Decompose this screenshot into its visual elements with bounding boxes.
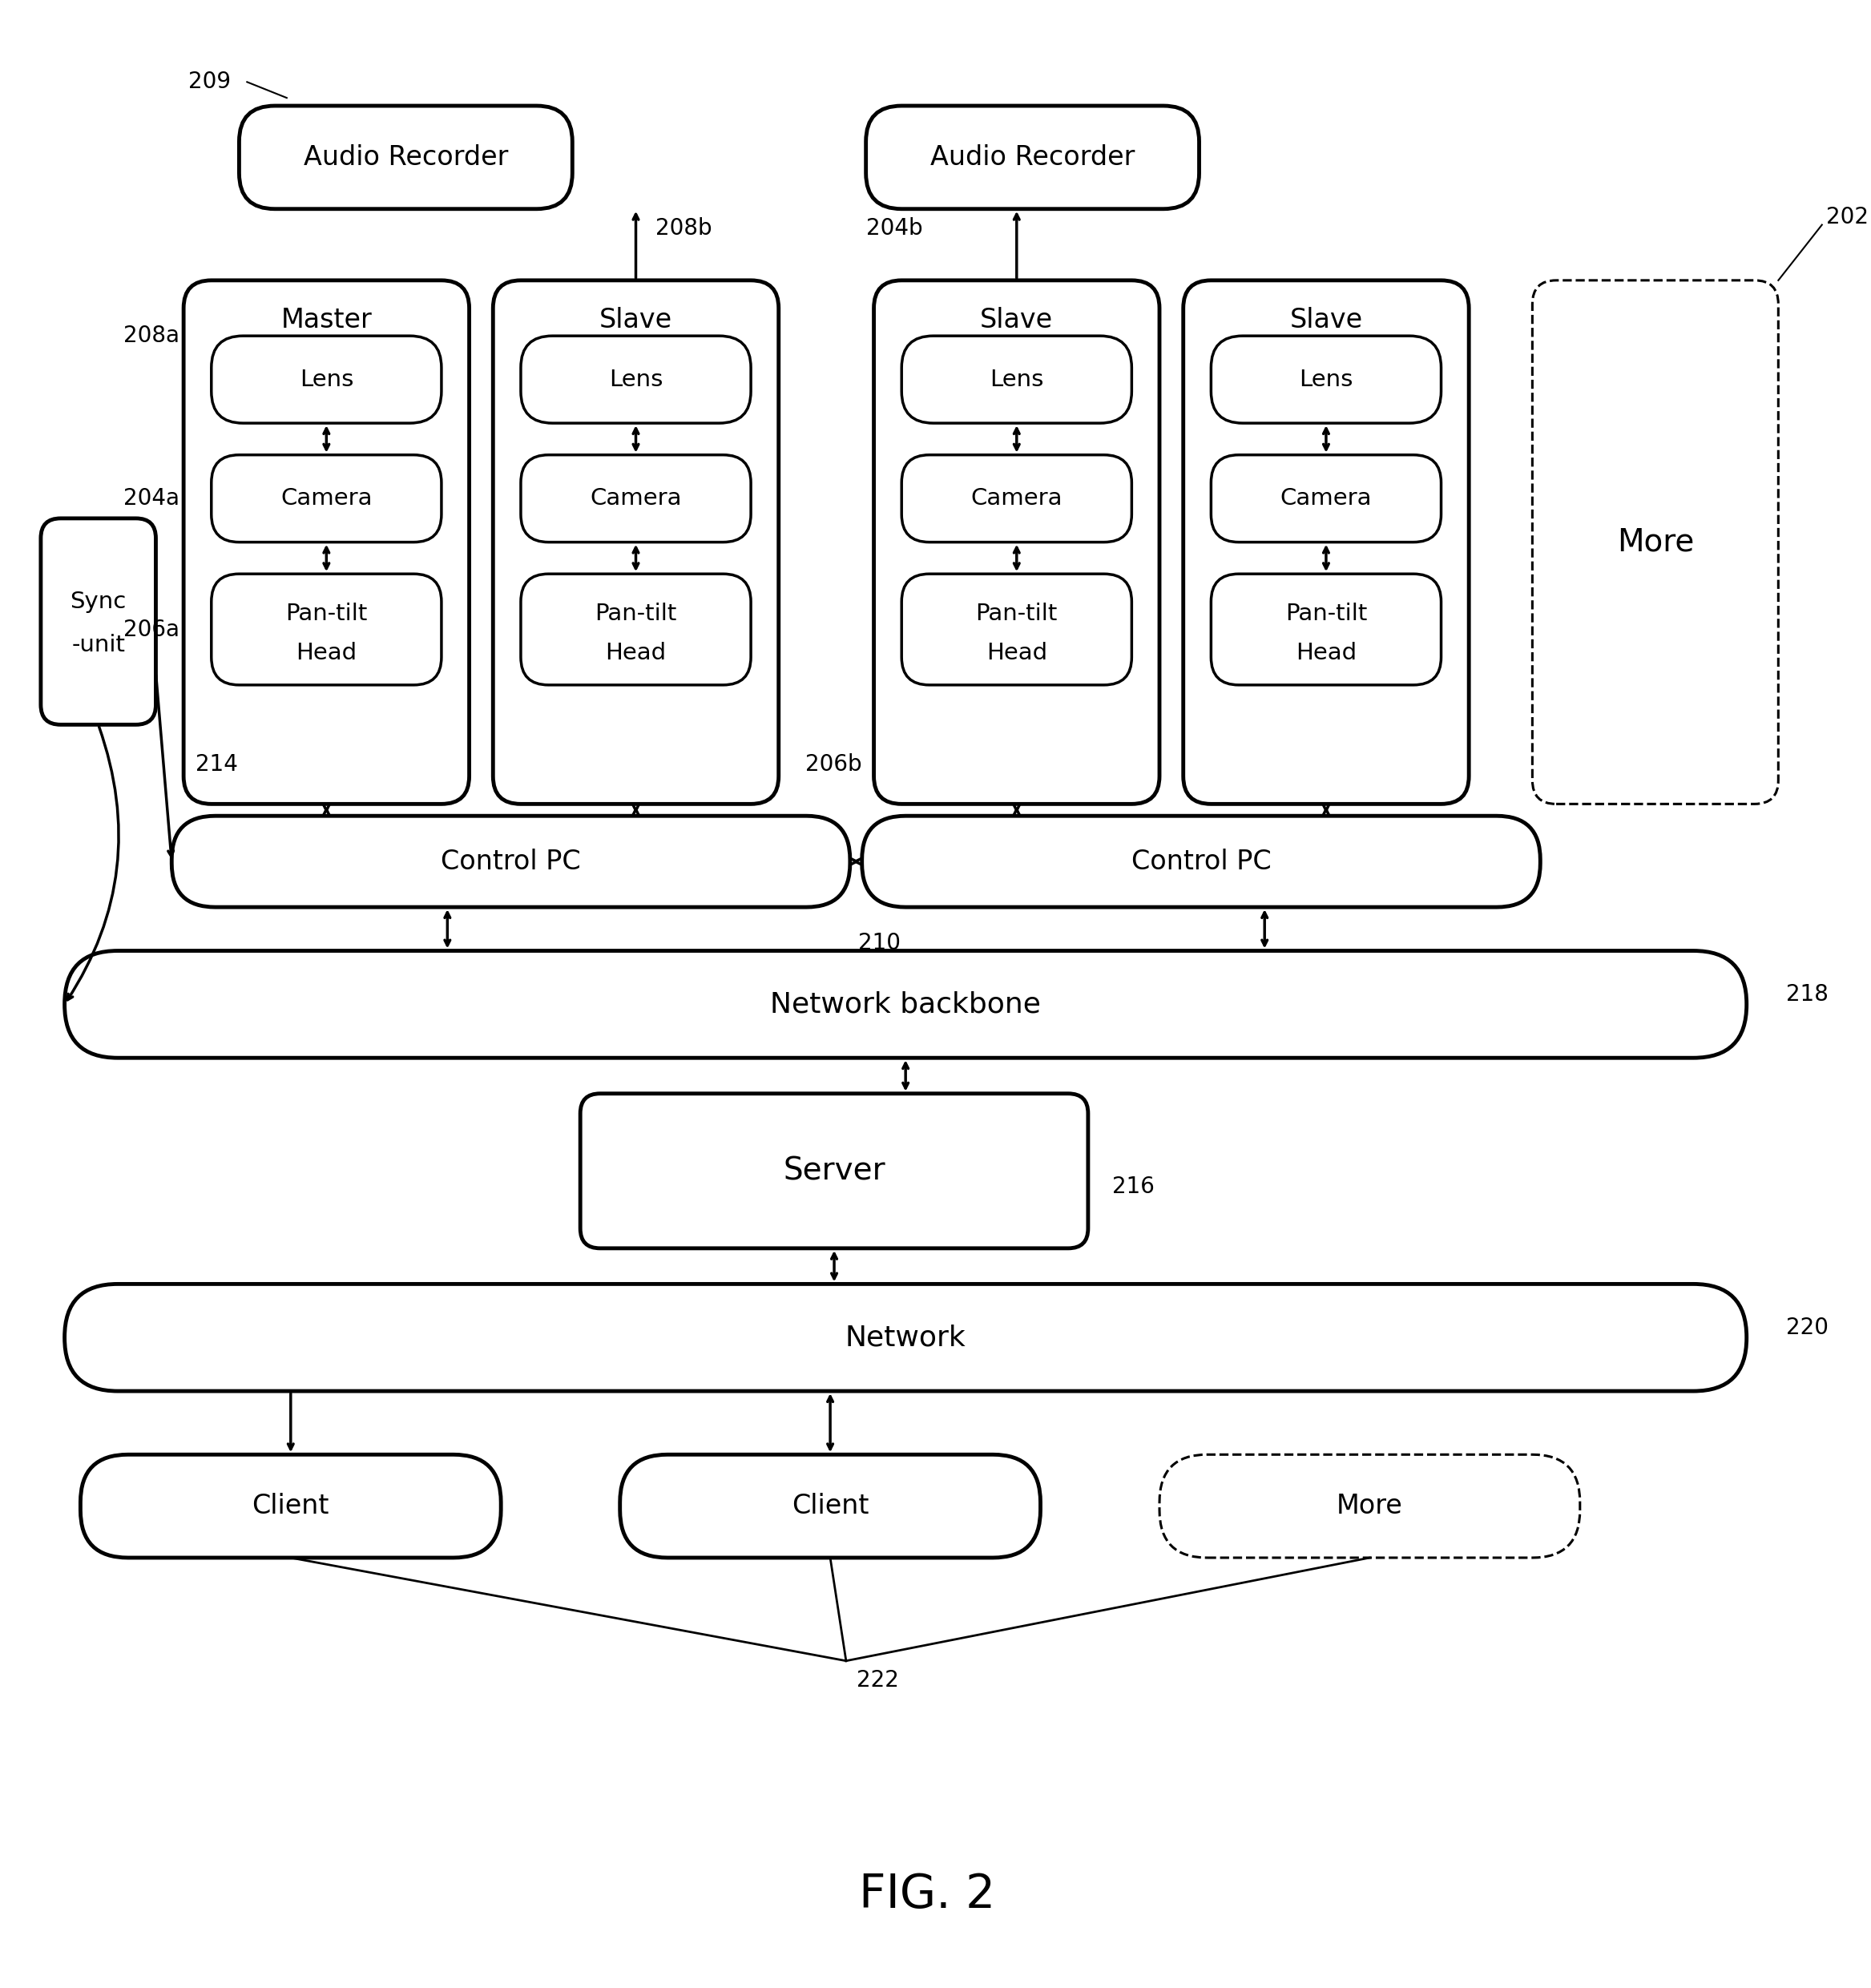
Text: Head: Head [606,642,666,664]
FancyBboxPatch shape [866,105,1199,209]
Text: 218: 218 [1787,984,1828,1006]
FancyBboxPatch shape [520,336,750,423]
FancyBboxPatch shape [520,575,750,686]
Text: 202: 202 [1826,205,1869,229]
FancyBboxPatch shape [239,105,573,209]
FancyBboxPatch shape [183,280,470,803]
Text: Audio Recorder: Audio Recorder [930,145,1136,171]
FancyBboxPatch shape [1182,280,1469,803]
Text: More: More [1617,527,1693,557]
FancyBboxPatch shape [902,575,1132,686]
FancyBboxPatch shape [619,1455,1040,1559]
Text: FIG. 2: FIG. 2 [859,1873,995,1918]
Text: 222: 222 [857,1670,898,1692]
Text: Sync: Sync [69,590,127,612]
Text: Head: Head [1295,642,1356,664]
FancyBboxPatch shape [41,519,155,726]
FancyBboxPatch shape [902,455,1132,543]
FancyBboxPatch shape [1211,575,1441,686]
FancyBboxPatch shape [874,280,1160,803]
Text: 210: 210 [859,932,900,954]
FancyBboxPatch shape [211,575,442,686]
FancyBboxPatch shape [65,1284,1748,1392]
Text: 204a: 204a [123,487,180,509]
Text: Client: Client [791,1493,868,1519]
Text: Audio Recorder: Audio Recorder [303,145,509,171]
Text: Lens: Lens [990,368,1044,392]
Text: Camera: Camera [971,487,1063,509]
FancyBboxPatch shape [80,1455,501,1559]
FancyBboxPatch shape [1211,336,1441,423]
Text: Master: Master [281,306,372,334]
Text: 209: 209 [189,72,232,93]
FancyBboxPatch shape [172,815,849,907]
FancyBboxPatch shape [520,455,750,543]
Text: Camera: Camera [281,487,372,509]
FancyBboxPatch shape [902,336,1132,423]
Text: Server: Server [784,1155,885,1187]
FancyBboxPatch shape [211,455,442,543]
FancyBboxPatch shape [211,336,442,423]
FancyBboxPatch shape [1532,280,1777,803]
Text: Control PC: Control PC [442,849,580,875]
Text: Slave: Slave [599,306,672,334]
Text: 204b: 204b [866,217,922,241]
Text: Control PC: Control PC [1132,849,1270,875]
FancyBboxPatch shape [65,950,1748,1058]
Text: 216: 216 [1111,1175,1154,1199]
Text: Network: Network [846,1324,965,1352]
Text: Slave: Slave [1289,306,1362,334]
Text: Pan-tilt: Pan-tilt [975,602,1057,624]
Text: Camera: Camera [589,487,681,509]
Text: 214: 214 [195,753,238,775]
Text: 208b: 208b [655,217,713,241]
Text: Pan-tilt: Pan-tilt [1285,602,1368,624]
Text: Client: Client [253,1493,329,1519]
Text: More: More [1336,1493,1403,1519]
FancyBboxPatch shape [1211,455,1441,543]
FancyBboxPatch shape [863,815,1540,907]
FancyBboxPatch shape [494,280,778,803]
Text: Lens: Lens [1298,368,1353,392]
Text: 208a: 208a [123,324,180,348]
Text: Camera: Camera [1280,487,1371,509]
Text: -unit: -unit [71,634,125,656]
Text: 206a: 206a [123,618,180,640]
Text: Head: Head [986,642,1048,664]
Text: Pan-tilt: Pan-tilt [286,602,367,624]
Text: Lens: Lens [608,368,662,392]
Text: 206b: 206b [805,753,863,775]
FancyBboxPatch shape [1160,1455,1579,1559]
Text: Head: Head [296,642,357,664]
Text: Lens: Lens [299,368,354,392]
Text: Slave: Slave [980,306,1053,334]
Text: Pan-tilt: Pan-tilt [595,602,677,624]
Text: Network backbone: Network backbone [771,990,1040,1018]
FancyBboxPatch shape [580,1093,1089,1248]
Text: 220: 220 [1787,1316,1828,1338]
